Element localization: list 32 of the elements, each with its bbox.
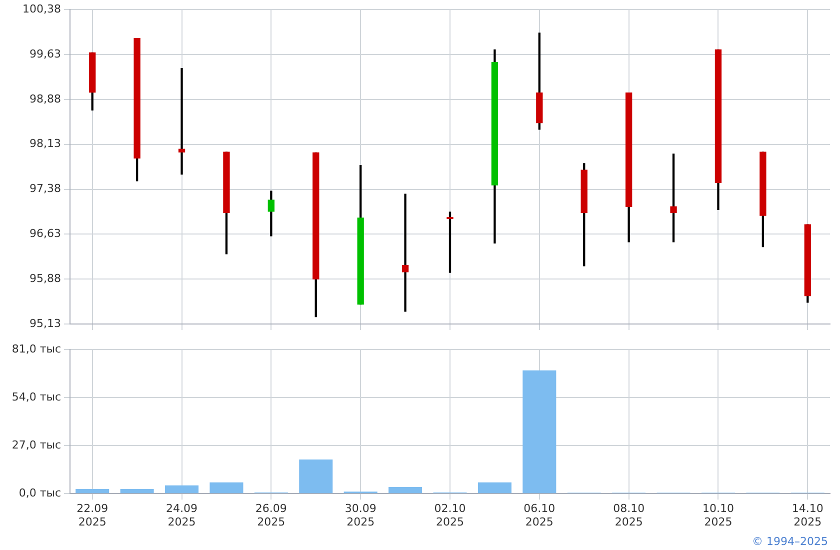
y-tick-label: 95,13 [30, 316, 61, 330]
candlestick [402, 194, 409, 312]
bar [522, 370, 556, 494]
y-tick-label: 100,38 [22, 2, 61, 16]
bar [120, 488, 154, 494]
y-tick-label: 99,63 [30, 47, 61, 60]
bar [76, 488, 110, 494]
y-tick-label: 81,0 тыс [12, 342, 61, 356]
x-tick-label: 02.10 2025 [434, 502, 466, 528]
y-tick-label: 98,13 [30, 137, 61, 150]
bar [210, 482, 244, 494]
bar [299, 459, 333, 494]
x-tick-label: 24.09 2025 [166, 502, 198, 528]
bar [165, 485, 199, 494]
y-tick-label: 96,63 [30, 227, 61, 240]
text: © 1994–2025 [752, 535, 828, 548]
x-tick-label: 22.09 2025 [76, 502, 108, 528]
bar [478, 482, 512, 494]
x-tick-label: 26.09 2025 [255, 502, 287, 528]
y-tick-label: 27,0 тыс [12, 438, 61, 452]
x-tick-label: 14.10 2025 [792, 502, 824, 528]
y-tick-label: 98,88 [30, 92, 61, 106]
x-tick-label: 06.10 2025 [524, 502, 556, 528]
candlestick [446, 212, 454, 273]
y-tick-label: 54,0 тыс [12, 390, 61, 404]
y-tick-label: 0,0 тыс [18, 486, 61, 500]
bar [388, 487, 422, 494]
x-tick-label: 30.09 2025 [344, 502, 376, 528]
x-tick-label: 10.10 2025 [702, 502, 734, 528]
y-tick-label: 97,38 [30, 182, 61, 196]
x-tick-label: 08.10 2025 [613, 502, 645, 528]
y-tick-label: 95,88 [30, 272, 61, 285]
